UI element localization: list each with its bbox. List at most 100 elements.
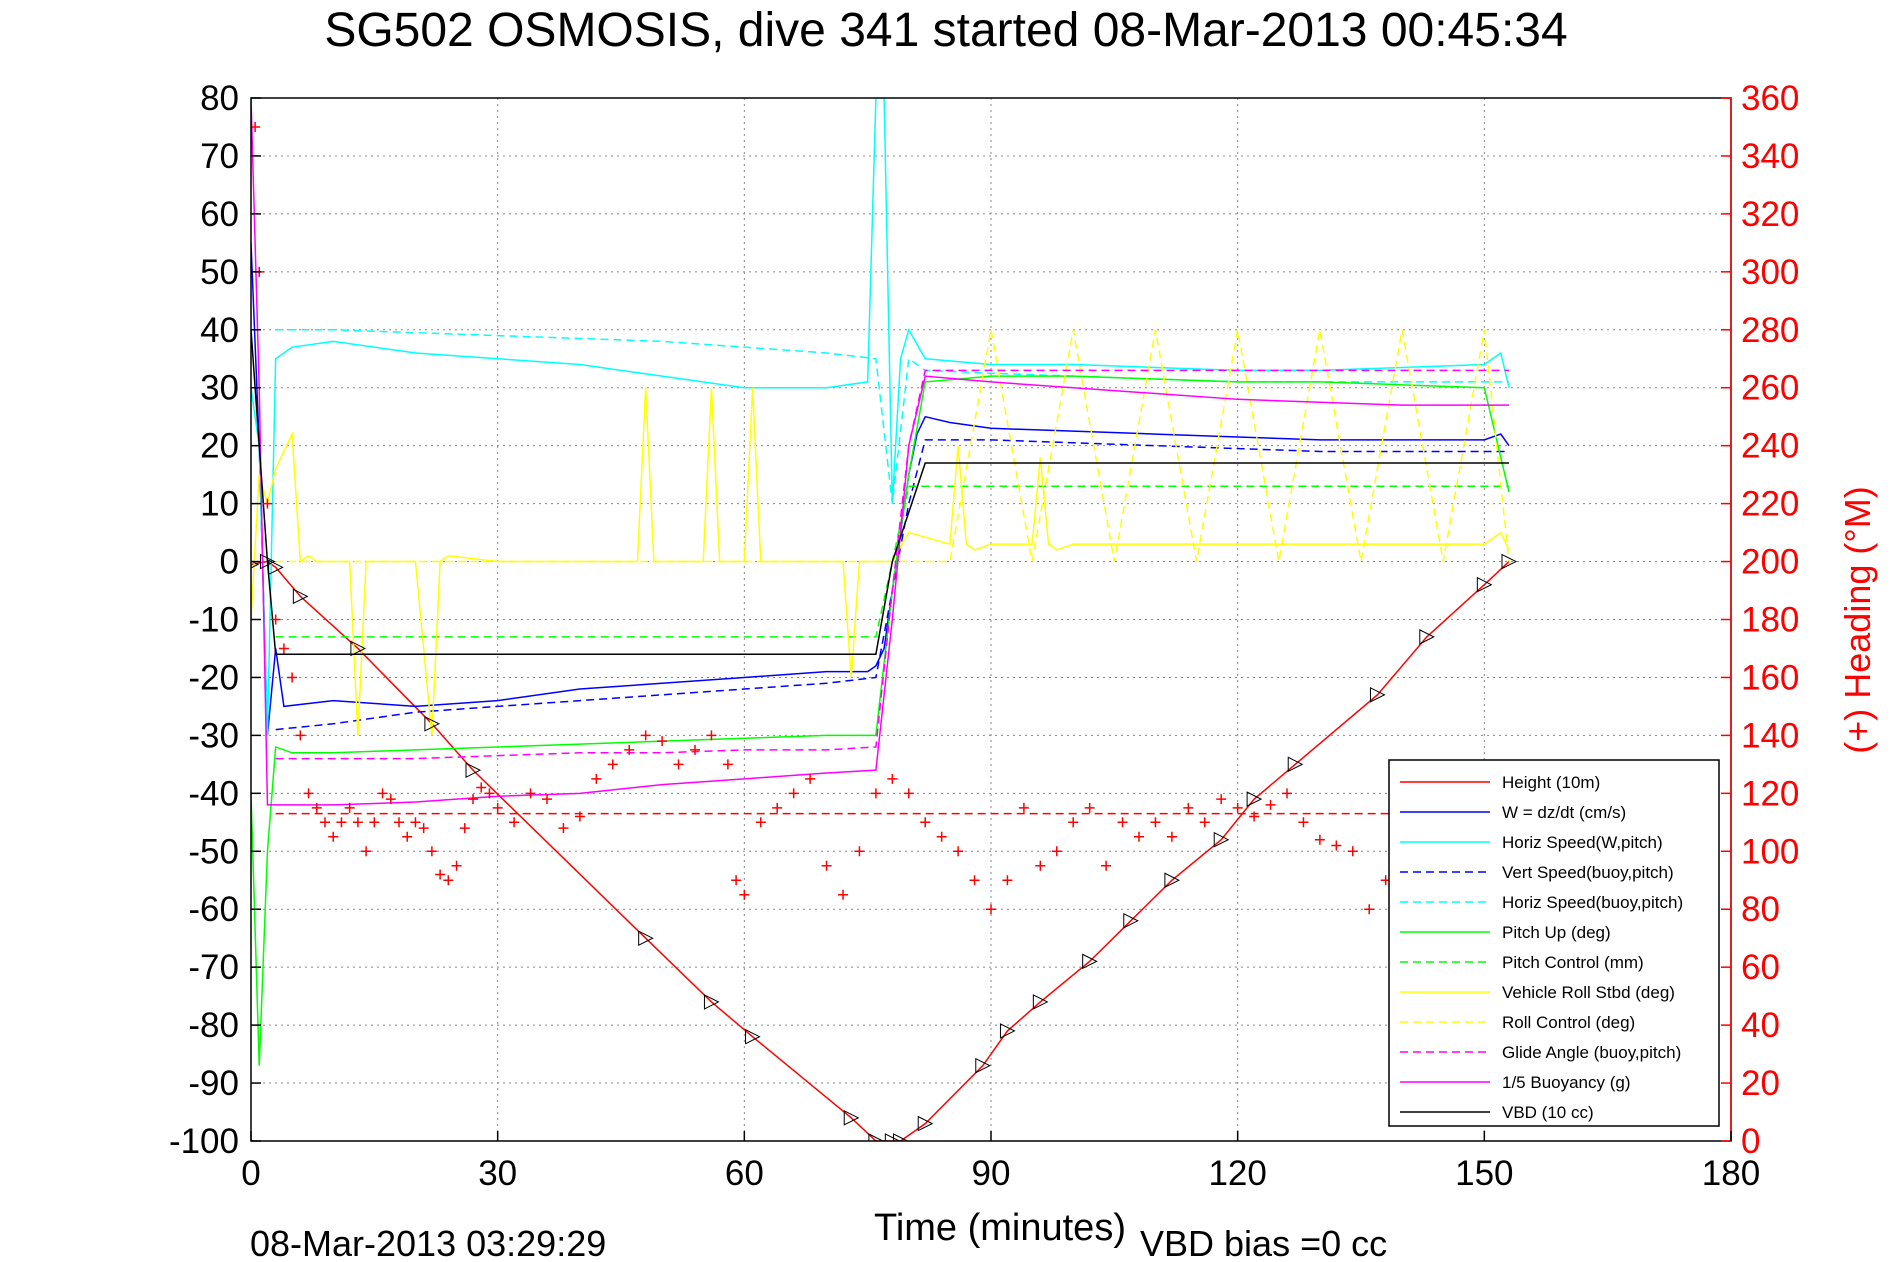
y-tick-label: 60 [200, 195, 239, 234]
height-point [868, 1133, 885, 1141]
heading-point [1018, 802, 1029, 813]
y-tick-label: -70 [188, 948, 239, 987]
heading-point [262, 498, 273, 509]
y2-tick-label: 160 [1741, 658, 1799, 697]
heading-point [920, 817, 931, 828]
heading-point [558, 823, 569, 834]
plot-title: SG502 OSMOSIS, dive 341 started 08-Mar-2… [324, 4, 1567, 57]
legend: Height (10m) W = dz/dt (cm/s) Horiz Speed(… [1388, 759, 1720, 1127]
heading-point [435, 869, 446, 880]
x-tick-label: 60 [725, 1154, 764, 1193]
heading-point [1199, 817, 1210, 828]
series-layer [251, 98, 1518, 1141]
heading-point [755, 817, 766, 828]
y2-tick-label: 100 [1741, 832, 1799, 871]
x-tick-label: 180 [1702, 1154, 1760, 1193]
heading-point [969, 875, 980, 886]
heading-point [1051, 846, 1062, 857]
series-glide_angle [275, 369, 1509, 760]
legend-label: VBD (10 cc) [1502, 1103, 1594, 1122]
heading-point [986, 904, 996, 915]
heading-point [870, 788, 881, 799]
heading-point [251, 121, 261, 132]
heading-point [542, 794, 552, 805]
y-tick-label: 40 [200, 311, 239, 350]
footer-date: 08-Mar-2013 03:29:29 [250, 1223, 606, 1262]
heading-point [352, 817, 363, 828]
heading-point [838, 889, 848, 900]
heading-point [509, 817, 520, 828]
heading-point [731, 875, 742, 886]
heading-point [320, 817, 330, 828]
heading-point [410, 817, 421, 828]
heading-point [1347, 846, 1358, 857]
y2-tick-label: 300 [1741, 253, 1799, 292]
heading-point [673, 759, 684, 770]
heading-point [451, 860, 462, 871]
y2-tick-label: 120 [1741, 774, 1799, 813]
height-point [1082, 953, 1098, 970]
heading-point [369, 817, 380, 828]
heading-point [722, 759, 733, 770]
legend-label: Height (10m) [1502, 773, 1600, 792]
series-pitch_up [251, 375, 1510, 1066]
y2-tick-label: 40 [1741, 1006, 1780, 1045]
heading-point [624, 744, 635, 755]
y-tick-label: -80 [188, 1006, 239, 1045]
y-tick-label: 30 [200, 369, 239, 408]
height-point [1419, 629, 1435, 645]
heading-point [303, 788, 314, 799]
height-point [268, 559, 284, 576]
y2-tick-label: 360 [1741, 79, 1799, 118]
right-axis: 3603403203002802602402202001801601401201… [1721, 79, 1799, 1161]
grid-lines [251, 98, 1731, 1141]
legend-box [1388, 759, 1720, 1127]
series-heading-markers [251, 121, 1408, 915]
heading-point [1101, 860, 1112, 871]
heading-point [402, 831, 413, 842]
heading-point [270, 614, 281, 625]
heading-point [344, 802, 355, 813]
heading-point [1166, 831, 1177, 842]
heading-point [476, 782, 487, 793]
y2-tick-label: 320 [1741, 195, 1799, 234]
height-point [292, 588, 309, 605]
height-point [884, 1133, 901, 1141]
heading-point [1364, 904, 1375, 915]
heading-point [1216, 794, 1227, 805]
heading-point [361, 846, 372, 857]
heading-point [311, 802, 322, 813]
y-tick-label: -40 [188, 774, 239, 813]
y2-tick-label: 0 [1741, 1122, 1760, 1161]
heading-point [468, 794, 478, 805]
height-point [465, 762, 482, 778]
heading-point [903, 788, 914, 799]
y2-tick-label: 80 [1741, 890, 1780, 929]
series-vbd [251, 329, 1509, 656]
heading-point [887, 773, 898, 784]
height-point [1369, 687, 1386, 703]
height-point [1164, 872, 1181, 889]
y2-tick-label: 220 [1741, 485, 1799, 524]
legend-label: Vert Speed(buoy,pitch) [1502, 863, 1674, 882]
heading-point [1150, 817, 1161, 828]
height-point [1213, 831, 1230, 848]
heading-point [1331, 840, 1342, 851]
heading-point [385, 794, 396, 805]
legend-label: 1/5 Buoyancy (g) [1502, 1073, 1631, 1092]
heading-point [1314, 834, 1325, 845]
heading-point [805, 773, 816, 784]
height-point-markers [251, 553, 1518, 1141]
heading-point [1282, 788, 1292, 799]
heading-point [739, 889, 750, 900]
heading-point [1035, 860, 1046, 871]
height-point [638, 930, 654, 947]
y2-tick-label: 180 [1741, 601, 1799, 640]
y-tick-label: 20 [200, 427, 239, 466]
y2-tick-label: 20 [1741, 1064, 1780, 1103]
height-point [843, 1110, 860, 1126]
height-point [999, 1023, 1016, 1039]
y2-tick-label: 280 [1741, 311, 1799, 350]
y-tick-label: -20 [188, 658, 239, 697]
